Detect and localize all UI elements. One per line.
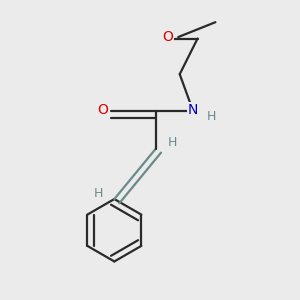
Text: O: O: [162, 30, 173, 44]
Text: O: O: [97, 103, 108, 117]
Text: H: H: [168, 136, 177, 149]
Text: H: H: [207, 110, 217, 123]
Text: N: N: [188, 103, 198, 117]
Text: H: H: [93, 187, 103, 200]
